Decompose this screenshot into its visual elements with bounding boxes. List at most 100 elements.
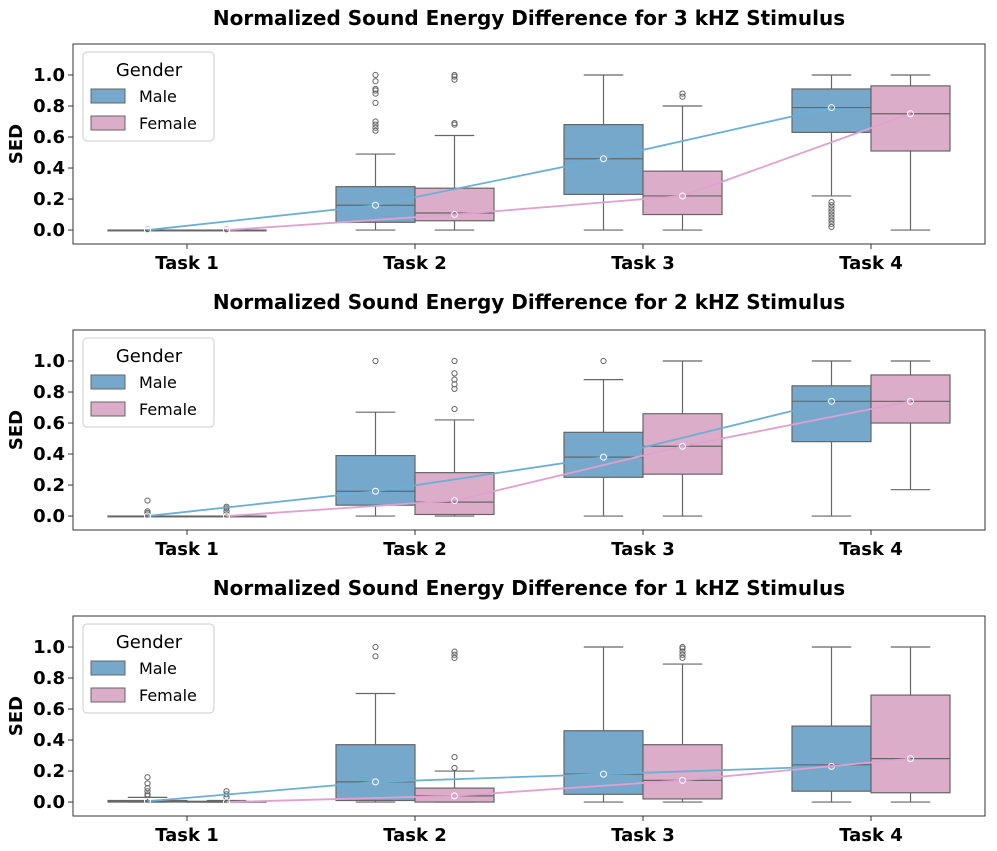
outlier-point	[679, 651, 686, 658]
chart-title: Normalized Sound Energy Difference for 2…	[213, 290, 845, 314]
outlier-point	[451, 370, 458, 377]
outlier-point	[828, 202, 835, 209]
outlier-point	[372, 99, 379, 107]
y-tick-label: 0.4	[33, 158, 65, 179]
x-tick-label: Task 3	[611, 825, 675, 846]
box-female-4	[870, 360, 951, 491]
y-tick-label: 0.6	[33, 413, 65, 434]
legend-entry-female: Female	[139, 114, 197, 133]
mean-marker	[679, 192, 686, 200]
legend-entry-female: Female	[139, 686, 197, 705]
outlier-point	[144, 774, 151, 781]
outlier-point	[372, 118, 379, 125]
outlier-point	[679, 648, 686, 655]
outlier-point	[828, 220, 835, 227]
y-axis-label: SED	[6, 410, 27, 450]
y-tick-label: 0.0	[33, 220, 65, 241]
y-tick-label: 0.6	[33, 699, 65, 720]
outlier-point	[372, 78, 379, 85]
outlier-point	[144, 508, 151, 515]
outlier-point	[828, 211, 835, 218]
chart-title: Normalized Sound Energy Difference for 3…	[213, 6, 845, 30]
outlier-point	[828, 223, 835, 231]
y-axis-label: SED	[6, 696, 27, 736]
mean-line-male	[147, 765, 832, 803]
box-iqr	[870, 374, 951, 424]
outlier-point	[372, 653, 379, 660]
x-tick-label: Task 1	[155, 539, 219, 560]
outlier-point	[679, 643, 686, 651]
x-tick-label: Task 2	[383, 539, 447, 560]
y-tick-label: 1.0	[33, 351, 65, 372]
mean-marker	[679, 776, 686, 784]
x-tick-label: Task 3	[611, 253, 675, 274]
box-male-4	[791, 360, 872, 517]
legend: Gender Male Female	[82, 337, 215, 428]
outlier-point	[144, 784, 151, 792]
legend-swatch-male	[90, 88, 126, 104]
y-tick-label: 0.8	[33, 668, 65, 689]
y-tick-label: 0.2	[33, 761, 65, 782]
box-male-4	[791, 646, 872, 803]
box-iqr	[335, 744, 416, 802]
outlier-point	[372, 124, 379, 131]
outlier-point	[451, 753, 458, 761]
x-tick-label: Task 3	[611, 539, 675, 560]
x-tick-label: Task 1	[155, 253, 219, 274]
mean-marker	[679, 442, 686, 450]
y-tick-label: 0.0	[33, 506, 65, 527]
outlier-point	[144, 788, 151, 795]
outlier-point	[828, 208, 835, 215]
mean-marker	[223, 226, 230, 234]
outlier-point	[372, 85, 379, 93]
legend-entry-male: Male	[139, 659, 177, 678]
y-tick-label: 0.4	[33, 730, 65, 751]
plot-frame	[72, 615, 986, 817]
mean-marker	[144, 226, 151, 234]
y-tick-label: 0.6	[33, 127, 65, 148]
legend-entry-female: Female	[139, 400, 197, 419]
x-tick-label: Task 4	[839, 539, 903, 560]
mean-marker	[372, 778, 379, 786]
mean-marker	[828, 397, 835, 405]
outlier-point	[828, 205, 835, 212]
mean-marker	[372, 201, 379, 209]
outlier-point	[451, 654, 458, 661]
mean-marker	[451, 211, 458, 219]
x-tick-label: Task 2	[383, 825, 447, 846]
outlier-point	[451, 651, 458, 658]
outlier-point	[372, 90, 379, 97]
legend-title: Gender	[116, 346, 183, 367]
outlier-point	[372, 357, 379, 365]
y-axis-label: SED	[6, 124, 27, 164]
outlier-point	[451, 376, 458, 383]
outlier-point	[372, 127, 379, 134]
y-tick-label: 0.4	[33, 444, 65, 465]
outlier-point	[451, 764, 458, 772]
plot-frame	[72, 329, 986, 531]
legend-title: Gender	[116, 60, 183, 81]
legend-entry-male: Male	[139, 373, 177, 392]
mean-marker	[600, 770, 607, 778]
x-tick-label: Task 4	[839, 825, 903, 846]
mean-marker	[144, 797, 151, 805]
mean-marker	[223, 512, 230, 520]
chart-title: Normalized Sound Energy Difference for 1…	[213, 576, 845, 600]
mean-marker	[451, 792, 458, 800]
outlier-point	[451, 357, 458, 365]
legend-swatch-female	[90, 115, 126, 131]
box-iqr	[870, 85, 951, 152]
box-male-2	[335, 643, 416, 803]
outlier-point	[451, 405, 458, 413]
legend-swatch-male	[90, 374, 126, 390]
box-iqr	[791, 725, 872, 792]
box-iqr	[563, 730, 644, 795]
legend: Gender Male Female	[82, 51, 215, 142]
x-tick-label: Task 4	[839, 253, 903, 274]
box-female-3	[642, 90, 723, 231]
outlier-point	[451, 119, 458, 127]
mean-marker	[907, 755, 914, 763]
legend-swatch-male	[90, 660, 126, 676]
y-tick-label: 0.8	[33, 382, 65, 403]
box-female-2	[414, 357, 495, 517]
